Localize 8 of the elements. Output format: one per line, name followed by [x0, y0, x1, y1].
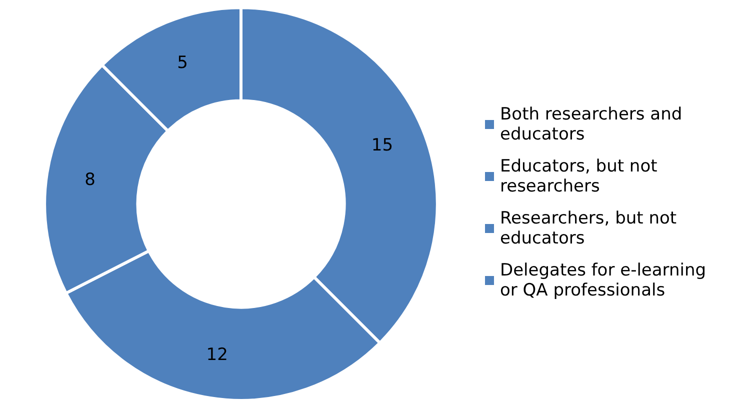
legend-label: Delegates for e-learning or QA professionals	[500, 260, 712, 300]
data-label: 15	[371, 136, 394, 156]
legend-label: Both researchers and educators	[500, 104, 688, 144]
legend-label: Educators, but not researchers	[500, 156, 663, 196]
legend-label: Researchers, but not educators	[500, 208, 682, 248]
data-label: 5	[177, 52, 188, 73]
data-label: 8	[84, 170, 96, 190]
data-label: 12	[206, 344, 228, 365]
